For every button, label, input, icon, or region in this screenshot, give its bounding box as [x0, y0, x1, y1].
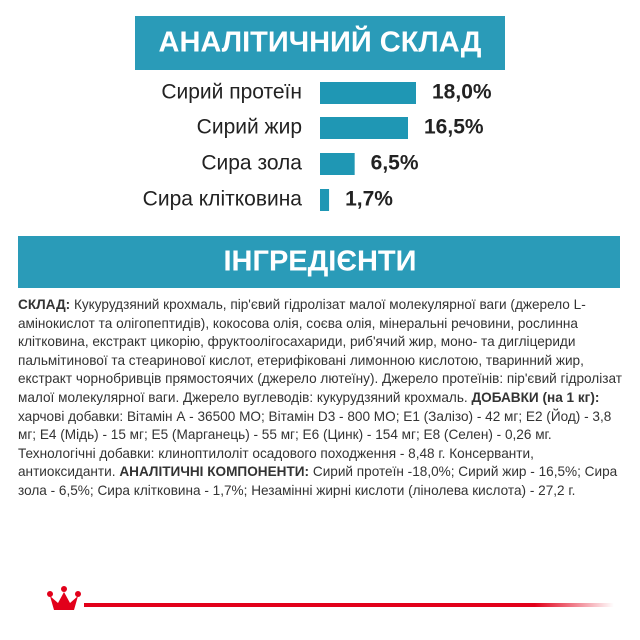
bar: [320, 189, 330, 211]
section-title: ІНГРЕДІЄНТИ: [224, 246, 417, 278]
value-label: 16,5%: [424, 116, 484, 139]
text: Сирий протеїн -18,0%; Сирий жир - 16,5%;…: [18, 464, 618, 498]
category-label: Сирий протеїн: [161, 81, 302, 104]
bar: [320, 117, 408, 139]
category-label: Сира зола: [201, 152, 302, 175]
ingredients-text: СКЛАД: Кукурудзяний крохмаль, пір'євий г…: [18, 296, 622, 501]
category-label: Сирий жир: [197, 116, 302, 139]
chart-title: АНАЛІТИЧНИЙ СКЛАД: [159, 25, 482, 59]
bold-text: АНАЛІТИЧНІ КОМПОНЕНТИ:: [119, 464, 310, 480]
text: Кукурудзяний крохмаль, пір'євий гідроліз…: [18, 297, 622, 405]
category-label: Сира клітковина: [143, 188, 303, 211]
text: харчові добавки: Вітамін А - 36500 МО; В…: [18, 408, 612, 480]
logo: [47, 586, 81, 610]
bold-text: СКЛАД:: [18, 297, 71, 312]
value-label: 18,0%: [432, 81, 492, 104]
bar: [320, 153, 355, 175]
value-label: 1,7%: [345, 188, 393, 211]
bar: [320, 82, 416, 104]
header-band: [18, 236, 620, 288]
footer-line: [84, 603, 614, 607]
header-band: [135, 16, 505, 70]
bold-text: ДОБАВКИ (на 1 кг):: [471, 389, 600, 405]
value-label: 6,5%: [371, 152, 419, 175]
